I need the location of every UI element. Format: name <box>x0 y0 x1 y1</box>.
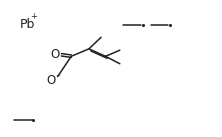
Text: ⁻: ⁻ <box>55 74 60 84</box>
Text: O: O <box>47 74 56 87</box>
Text: Pb: Pb <box>20 18 35 31</box>
Text: +: + <box>30 12 37 22</box>
Text: O: O <box>50 48 59 61</box>
